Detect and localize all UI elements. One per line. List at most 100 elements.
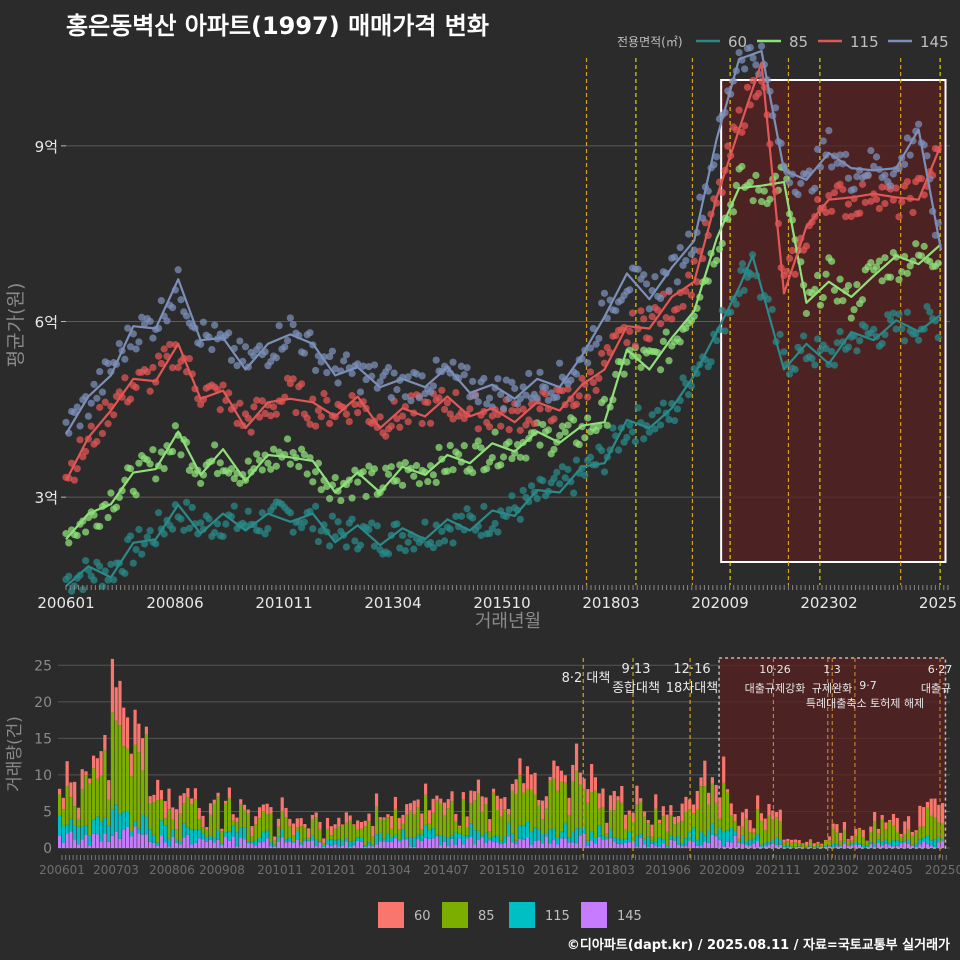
bar-60: [405, 804, 409, 815]
data-point-60: [550, 474, 558, 482]
data-point-115: [656, 320, 665, 328]
data-point-60: [143, 533, 151, 541]
bar-60: [933, 798, 937, 818]
bar-60: [688, 799, 692, 810]
bar-85: [163, 818, 167, 826]
bar-85: [491, 792, 496, 837]
y-axis-label: 거래량(건): [5, 716, 25, 792]
bar-60: [744, 808, 748, 819]
top-lines: [65, 49, 943, 588]
data-point-60: [314, 537, 323, 546]
bar-60: [906, 816, 911, 830]
legend-swatch-115: [509, 902, 535, 928]
bar-115: [597, 825, 601, 837]
bar-60: [220, 828, 224, 832]
bar-60: [552, 760, 556, 779]
bar-85: [114, 720, 118, 805]
bar-145: [906, 843, 911, 848]
data-point-85: [337, 496, 345, 505]
data-point-85: [197, 479, 205, 488]
bar-115: [842, 840, 847, 844]
data-point-60: [317, 527, 325, 535]
bar-60: [899, 833, 903, 837]
bar-145: [205, 841, 209, 848]
legend-label-115: 115: [850, 33, 879, 51]
bar-145: [352, 845, 356, 848]
bar-85: [141, 770, 145, 815]
bar-145: [420, 840, 424, 848]
bar-145: [854, 844, 858, 848]
bar-115: [352, 840, 356, 846]
bar-115: [771, 840, 775, 844]
data-point-115: [783, 267, 791, 275]
data-point-115: [174, 363, 182, 372]
bar-115: [261, 831, 265, 843]
data-point-60: [197, 519, 205, 527]
bar-60: [673, 816, 677, 825]
bar-145: [503, 842, 507, 848]
data-point-145: [255, 342, 264, 350]
bar-115: [540, 833, 545, 844]
data-point-145: [289, 320, 297, 329]
bar-145: [450, 838, 454, 848]
data-point-85: [544, 426, 552, 434]
bar-85: [476, 793, 481, 831]
bar-85: [718, 818, 722, 829]
bar-115: [522, 825, 526, 840]
bar-145: [597, 836, 601, 848]
data-point-115: [309, 395, 317, 403]
data-point-60: [718, 306, 726, 314]
event-sub-label: 18차대책: [666, 681, 718, 696]
bar-145: [540, 843, 545, 848]
data-point-115: [505, 426, 513, 434]
data-point-60: [494, 528, 502, 536]
data-point-115: [743, 83, 752, 91]
bar-115: [276, 836, 281, 843]
data-point-85: [300, 450, 308, 459]
data-point-145: [586, 344, 595, 352]
data-point-145: [197, 340, 205, 348]
data-point-115: [626, 327, 634, 336]
bar-145: [193, 842, 198, 848]
data-point-115: [96, 403, 104, 411]
bar-115: [103, 817, 107, 834]
bar-115: [676, 836, 681, 845]
bar-145: [424, 837, 428, 848]
bar-60: [820, 843, 824, 846]
data-point-85: [715, 245, 724, 253]
data-point-115: [662, 314, 670, 322]
data-point-115: [738, 128, 746, 136]
data-point-60: [373, 522, 381, 530]
bar-85: [250, 835, 254, 842]
bar-145: [691, 841, 696, 848]
data-point-85: [853, 281, 861, 289]
bar-115: [224, 832, 228, 837]
data-point-145: [393, 386, 401, 394]
bar-85: [707, 804, 711, 831]
bar-145: [635, 846, 639, 848]
bar-85: [680, 821, 684, 844]
data-point-145: [811, 184, 819, 192]
bar-60: [616, 796, 620, 801]
data-point-115: [393, 415, 401, 423]
data-point-115: [592, 386, 600, 394]
data-point-115: [382, 432, 390, 440]
bar-60: [352, 824, 356, 826]
bar-115: [197, 829, 201, 839]
data-point-60: [289, 528, 297, 536]
bar-85: [337, 826, 341, 840]
bar-85: [424, 794, 428, 825]
data-point-145: [331, 365, 339, 373]
bar-115: [744, 841, 748, 846]
bar-85: [401, 823, 405, 830]
data-point-145: [900, 160, 909, 168]
bar-115: [291, 841, 296, 843]
bar-115: [190, 829, 194, 845]
event-sub-label: 대출규: [921, 682, 951, 695]
data-point-85: [875, 257, 883, 265]
bar-115: [774, 837, 779, 846]
bar-115: [669, 835, 673, 840]
bar-60: [654, 794, 658, 809]
bar-145: [820, 846, 824, 848]
bar-145: [507, 836, 511, 848]
